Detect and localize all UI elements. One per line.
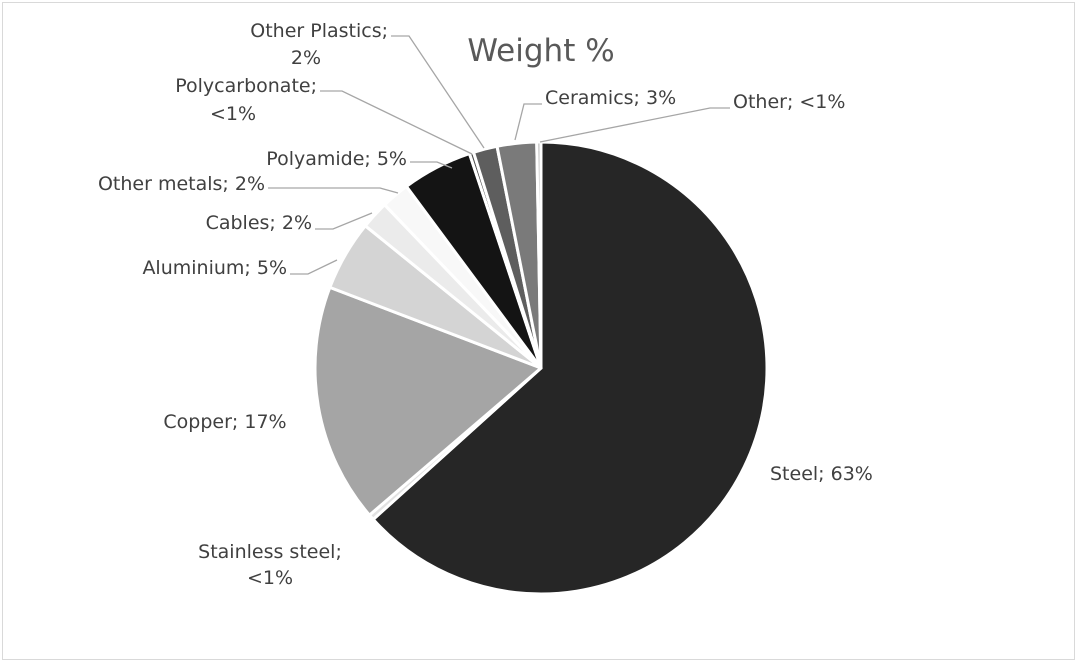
data-labels: Steel; 63% Stainless steel; <1% Copper; 17%… <box>98 20 873 589</box>
data-label-polycarbonate: <1% <box>210 103 256 125</box>
data-label-other-plastics: Other Plastics; <box>250 20 388 42</box>
data-label-other-metals: Other metals; 2% <box>98 173 265 195</box>
leader-line-other-metals <box>268 187 399 194</box>
data-label-polyamide: Polyamide; 5% <box>266 148 407 170</box>
data-label-steel: Steel; 63% <box>770 463 873 485</box>
data-label-stainless-steel: Stainless steel; <box>198 541 342 563</box>
data-label-other: Other; <1% <box>733 91 845 113</box>
data-label-other-plastics: 2% <box>291 47 321 69</box>
leader-line-polyamide <box>410 161 453 169</box>
data-label-stainless-steel: <1% <box>247 567 293 589</box>
slice-steel <box>371 140 769 596</box>
leader-line-other-plastics <box>391 35 485 149</box>
pie-slices <box>313 140 769 596</box>
leader-line-cables <box>315 212 373 230</box>
slice-copper <box>313 285 543 517</box>
data-label-cables: Cables; 2% <box>206 212 312 234</box>
leader-lines <box>268 35 730 275</box>
data-label-polycarbonate: Polycarbonate; <box>175 75 317 97</box>
data-label-ceramics: Ceramics; 3% <box>545 87 676 109</box>
leader-line-ceramics <box>514 103 542 141</box>
leader-line-polycarbonate <box>320 90 473 155</box>
chart-title: Weight % <box>467 33 614 69</box>
leader-line-aluminium <box>290 259 338 275</box>
data-label-aluminium: Aluminium; 5% <box>142 257 287 279</box>
leader-line-other <box>539 107 730 143</box>
data-label-copper: Copper; 17% <box>163 411 286 433</box>
